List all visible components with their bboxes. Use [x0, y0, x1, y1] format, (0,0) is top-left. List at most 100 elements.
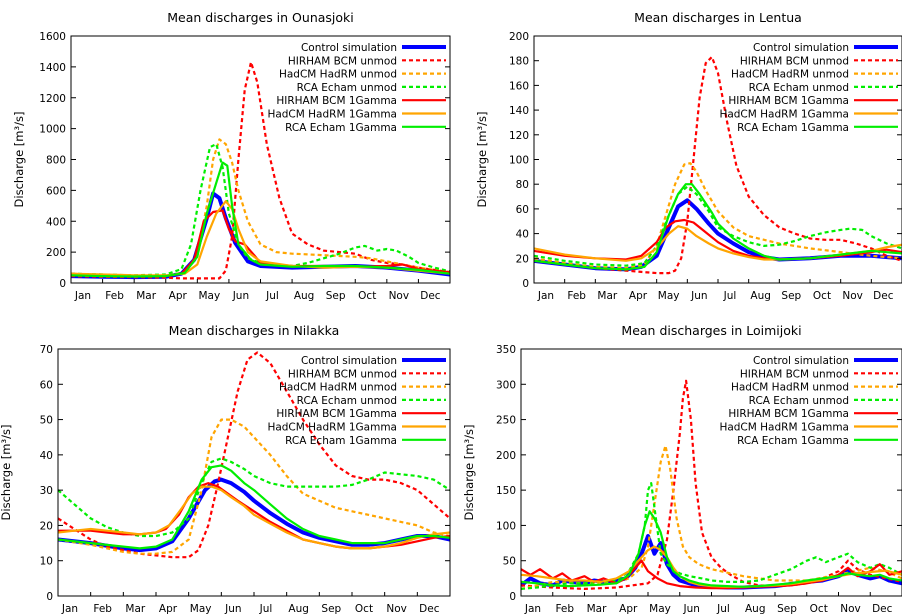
legend-label: RCA Echam 1Gamma: [737, 122, 849, 134]
legend-label: Control simulation: [753, 42, 849, 54]
y-tick-label: 60: [40, 379, 53, 391]
x-tick-label: Dec: [419, 603, 440, 614]
y-tick-label: 200: [509, 31, 529, 43]
x-tick-label: Sep: [321, 603, 341, 614]
chart-panel-4: Mean discharges in Loimijoki Discharge [m…: [462, 323, 902, 614]
legend-label: RCA Echam 1Gamma: [285, 122, 397, 134]
chart-title: Mean discharges in Loimijoki: [621, 323, 801, 338]
chart-title: Mean discharges in Lentua: [634, 10, 802, 25]
x-tick-label: Jul: [265, 290, 279, 302]
x-tick-label: Feb: [555, 603, 574, 614]
x-tick-label: Jul: [716, 603, 730, 614]
series-line-3: [521, 444, 902, 590]
y-axis-label: Discharge [m³/s]: [0, 425, 13, 521]
chart-title: Mean discharges in Nilakka: [169, 323, 340, 338]
legend-label: HIRHAM BCM 1Gamma: [728, 408, 849, 420]
x-tick-label: Dec: [872, 603, 893, 614]
x-tick-label: Jan: [74, 290, 91, 302]
x-tick-label: Jan: [537, 290, 554, 302]
x-tick-label: Aug: [288, 603, 309, 614]
series-group: [534, 55, 902, 275]
x-tick-label: Apr: [629, 290, 648, 302]
y-axis-label: Discharge [m³/s]: [12, 112, 26, 208]
legend-label: RCA Echam unmod: [297, 395, 397, 407]
legend-label: HadCM HadRM 1Gamma: [719, 422, 849, 434]
legend-label: HIRHAM BCM unmod: [288, 55, 397, 67]
x-tick-label: Nov: [386, 603, 407, 614]
chart-panel-1: Mean discharges in Ounasjoki Discharge [m…: [12, 10, 451, 302]
x-tick-label: Jan: [524, 603, 541, 614]
series-line-4: [534, 185, 902, 267]
y-tick-label: 100: [509, 155, 529, 167]
chart-title: Mean discharges in Ounasjoki: [167, 10, 354, 25]
y-tick-label: 0: [509, 591, 516, 603]
y-axis-label: Discharge [m³/s]: [462, 425, 476, 521]
x-tick-label: May: [649, 603, 671, 614]
legend-label: HadCM HadRM 1Gamma: [719, 109, 849, 121]
legend-label: Control simulation: [753, 355, 849, 367]
legend-label: RCA Echam unmod: [297, 82, 397, 94]
y-tick-label: 1400: [39, 62, 66, 74]
series-line-6: [58, 485, 450, 550]
x-tick-label: Sep: [781, 290, 801, 302]
x-tick-label: Aug: [745, 603, 766, 614]
series-line-7: [521, 510, 902, 588]
x-tick-label: Nov: [842, 290, 863, 302]
x-tick-label: Oct: [813, 290, 831, 302]
x-tick-label: Jul: [723, 290, 737, 302]
series-line-4: [521, 482, 902, 590]
y-tick-label: 140: [509, 105, 529, 117]
y-tick-label: 300: [496, 379, 516, 391]
series-group: [71, 61, 450, 280]
x-tick-label: Apr: [619, 603, 638, 614]
legend-label: HIRHAM BCM 1Gamma: [728, 95, 849, 107]
legend-label: HadCM HadRM unmod: [279, 382, 397, 394]
y-tick-label: 350: [496, 344, 516, 356]
y-tick-label: 400: [46, 216, 66, 228]
series-line-3: [71, 138, 450, 278]
y-tick-label: 20: [40, 520, 53, 532]
legend-label: HIRHAM BCM unmod: [740, 368, 849, 380]
y-tick-label: 160: [509, 80, 529, 92]
y-tick-label: 180: [509, 56, 529, 68]
legend-label: HIRHAM BCM 1Gamma: [276, 408, 397, 420]
x-tick-label: Aug: [294, 290, 315, 302]
y-tick-label: 20: [516, 253, 529, 265]
x-tick-label: Apr: [159, 603, 178, 614]
y-tick-label: 200: [496, 450, 516, 462]
x-tick-label: Feb: [567, 290, 586, 302]
legend-label: HIRHAM BCM 1Gamma: [276, 95, 397, 107]
legend-label: Control simulation: [301, 355, 397, 367]
x-tick-label: Sep: [777, 603, 797, 614]
y-tick-label: 40: [40, 450, 53, 462]
y-tick-label: 40: [516, 229, 529, 241]
x-tick-label: Mar: [125, 603, 145, 614]
y-tick-label: 0: [59, 278, 66, 290]
series-line-2: [534, 55, 902, 275]
x-tick-label: Feb: [93, 603, 112, 614]
legend-label: RCA Echam 1Gamma: [285, 435, 397, 447]
x-tick-label: Oct: [358, 290, 376, 302]
x-tick-label: Mar: [597, 290, 617, 302]
y-tick-label: 100: [496, 520, 516, 532]
y-tick-label: 1000: [39, 124, 66, 136]
y-tick-label: 60: [516, 204, 529, 216]
x-tick-label: Sep: [326, 290, 346, 302]
x-tick-label: May: [198, 290, 220, 302]
x-tick-label: Jun: [224, 603, 241, 614]
y-tick-label: 150: [496, 485, 516, 497]
series-line-3: [534, 162, 902, 270]
chart-panel-3: Mean discharges in Nilakka Discharge [m³/…: [0, 323, 451, 614]
x-tick-label: Nov: [389, 290, 410, 302]
y-tick-label: 10: [40, 556, 53, 568]
y-tick-label: 70: [40, 344, 53, 356]
legend-label: RCA Echam unmod: [749, 82, 849, 94]
y-tick-label: 600: [46, 185, 66, 197]
x-tick-label: Mar: [587, 603, 607, 614]
legend-label: RCA Echam unmod: [749, 395, 849, 407]
x-tick-label: Dec: [873, 290, 894, 302]
legend-label: HadCM HadRM unmod: [731, 69, 849, 81]
